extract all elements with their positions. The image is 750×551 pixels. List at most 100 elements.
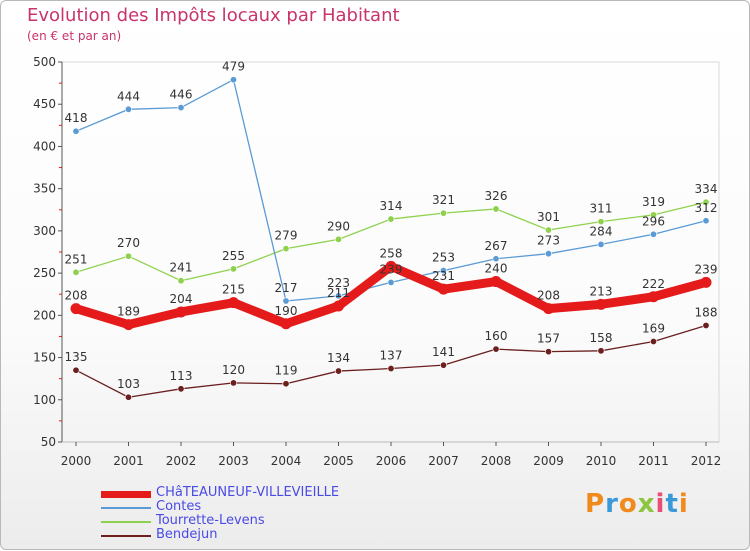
data-point [702,321,710,329]
data-label: 120 [222,363,245,377]
data-point [700,276,712,288]
data-point [544,226,552,234]
legend-label: CHâTEAUNEUF-VILLEVIEILLE [156,485,340,500]
data-point [649,230,657,238]
data-label: 239 [380,262,403,276]
data-point [177,385,185,393]
data-point [230,265,238,273]
data-point [544,250,552,258]
data-label: 270 [117,236,140,250]
y-tick-label: 100 [33,393,56,407]
data-point [125,252,133,260]
data-label: 208 [537,289,560,303]
data-label: 158 [590,331,613,345]
data-point [438,283,449,295]
data-label: 444 [117,89,140,103]
data-label: 208 [65,289,88,303]
data-point [648,291,659,303]
data-label: 169 [642,322,665,336]
data-label: 311 [590,202,613,216]
data-label: 267 [485,239,508,253]
data-label: 137 [380,349,403,363]
data-label: 141 [432,345,455,359]
x-tick-label: 2004 [271,454,302,468]
data-point [125,393,133,401]
data-label: 217 [275,281,298,295]
data-point [282,297,290,305]
data-label: 160 [485,329,508,343]
x-tick-label: 2000 [61,454,92,468]
y-tick-label: 500 [33,55,56,69]
data-point [177,104,185,112]
data-point [492,205,500,213]
data-label: 446 [170,88,193,102]
data-label: 113 [170,369,193,383]
data-label: 290 [327,219,350,233]
data-point [334,367,342,375]
x-tick-label: 2003 [218,454,249,468]
chart-title: Evolution des Impôts locaux par Habitant [27,5,400,26]
legend-label: Bendejun [156,527,218,542]
data-label: 255 [222,249,245,263]
x-tick-label: 2012 [691,454,722,468]
data-label: 134 [327,351,350,365]
data-label: 204 [170,292,193,306]
data-point [492,345,500,353]
x-tick-label: 2011 [638,454,669,468]
x-tick-label: 2010 [586,454,617,468]
y-tick-label: 200 [33,308,56,322]
data-point [439,361,447,369]
data-point [597,347,605,355]
data-label: 119 [275,364,298,378]
y-tick-label: 450 [33,97,56,111]
data-point [280,318,292,330]
data-point [72,268,80,276]
x-tick-label: 2007 [428,454,459,468]
legend-swatch-bendejun [101,535,151,537]
data-point [387,365,395,373]
data-point [544,348,552,356]
data-label: 222 [642,277,665,291]
legend-swatch-chateauneuf [101,491,151,498]
data-label: 240 [485,262,508,276]
data-point [334,235,342,243]
data-point [387,215,395,223]
data-label: 231 [432,269,455,283]
data-label: 479 [222,60,245,74]
data-point [70,303,82,315]
data-label: 319 [642,195,665,209]
data-label: 211 [327,286,350,300]
data-point [230,379,238,387]
data-label: 223 [327,276,350,290]
data-label: 321 [432,193,455,207]
data-point [595,298,607,310]
y-tick-label: 350 [33,182,56,196]
data-point [439,267,447,275]
data-point [333,300,344,312]
data-point [702,217,710,225]
data-label: 189 [117,305,140,319]
data-point [597,218,605,226]
data-point [230,76,238,84]
data-label: 258 [380,246,403,260]
data-point [702,198,710,206]
x-tick-label: 2002 [166,454,197,468]
data-label: 253 [432,251,455,265]
data-label: 273 [537,234,560,248]
data-label: 251 [65,252,88,266]
data-label: 301 [537,210,560,224]
logo-letter: x [637,489,656,519]
data-label: 241 [170,261,193,275]
legend-label: Contes [156,499,202,514]
data-point [385,260,397,272]
x-tick-label: 2005 [323,454,354,468]
data-point [282,245,290,253]
logo-letter: i [655,489,666,519]
x-tick-label: 2009 [533,454,564,468]
data-point [228,297,239,309]
data-label: 284 [590,224,613,238]
logo-letter: i [678,489,689,519]
data-point [490,276,502,288]
data-point [649,338,657,346]
logo-letter: r [605,489,619,519]
